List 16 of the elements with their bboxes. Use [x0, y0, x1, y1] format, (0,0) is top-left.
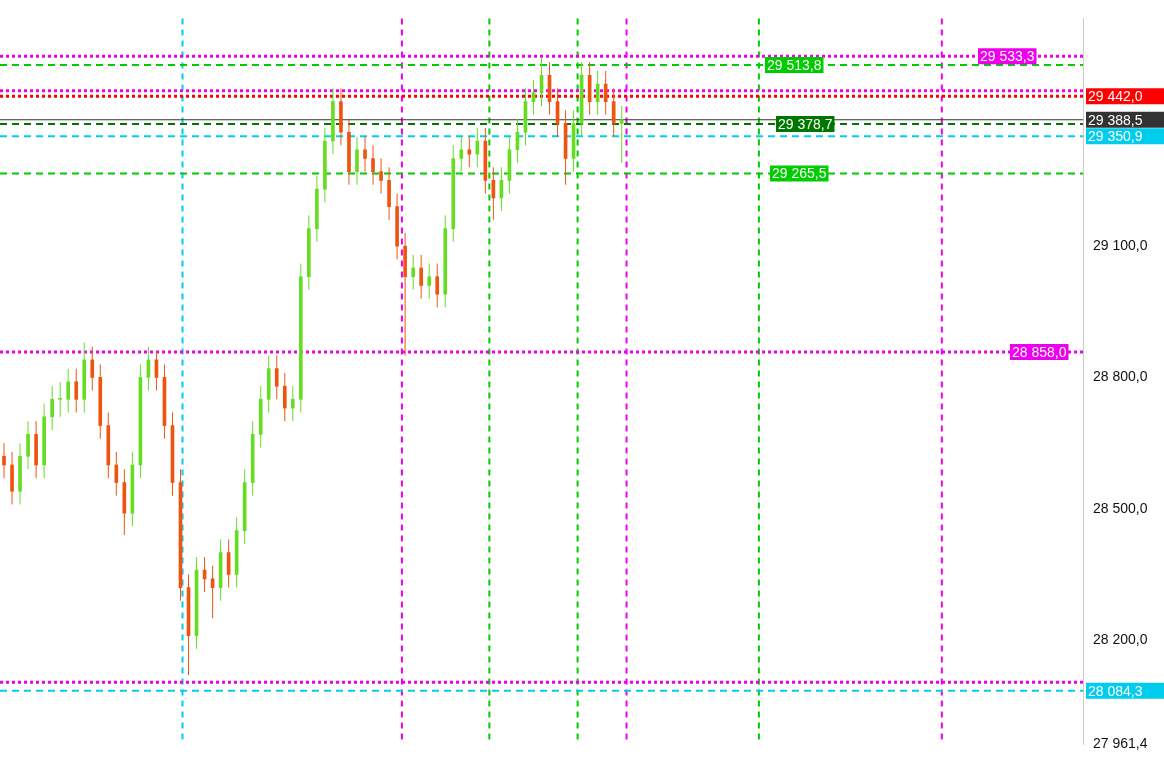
ref-line-label: 29 265,5 [772, 165, 827, 182]
y-tick-label: 28 800,0 [1093, 368, 1148, 385]
ref-line-label: 28 858,0 [1012, 343, 1067, 360]
ref-line-label: 29 513,8 [767, 56, 822, 73]
ref-line-label: 29 378,7 [778, 115, 833, 132]
ref-line-label: 29 388,5 [1088, 111, 1143, 128]
candlestick [58, 381, 62, 418]
ref-line-label: 29 533,3 [980, 48, 1035, 65]
candlestick [619, 105, 624, 164]
y-tick-label: 27 961,4 [1093, 735, 1148, 752]
y-tick-label: 28 200,0 [1093, 630, 1148, 647]
ref-line-label: 29 350,9 [1088, 128, 1143, 145]
ref-line-label: 28 084,3 [1088, 682, 1143, 699]
y-tick-label: 28 500,0 [1093, 499, 1148, 516]
y-tick-label: 29 100,0 [1093, 236, 1148, 253]
ref-line-label: 29 442,0 [1088, 88, 1143, 105]
